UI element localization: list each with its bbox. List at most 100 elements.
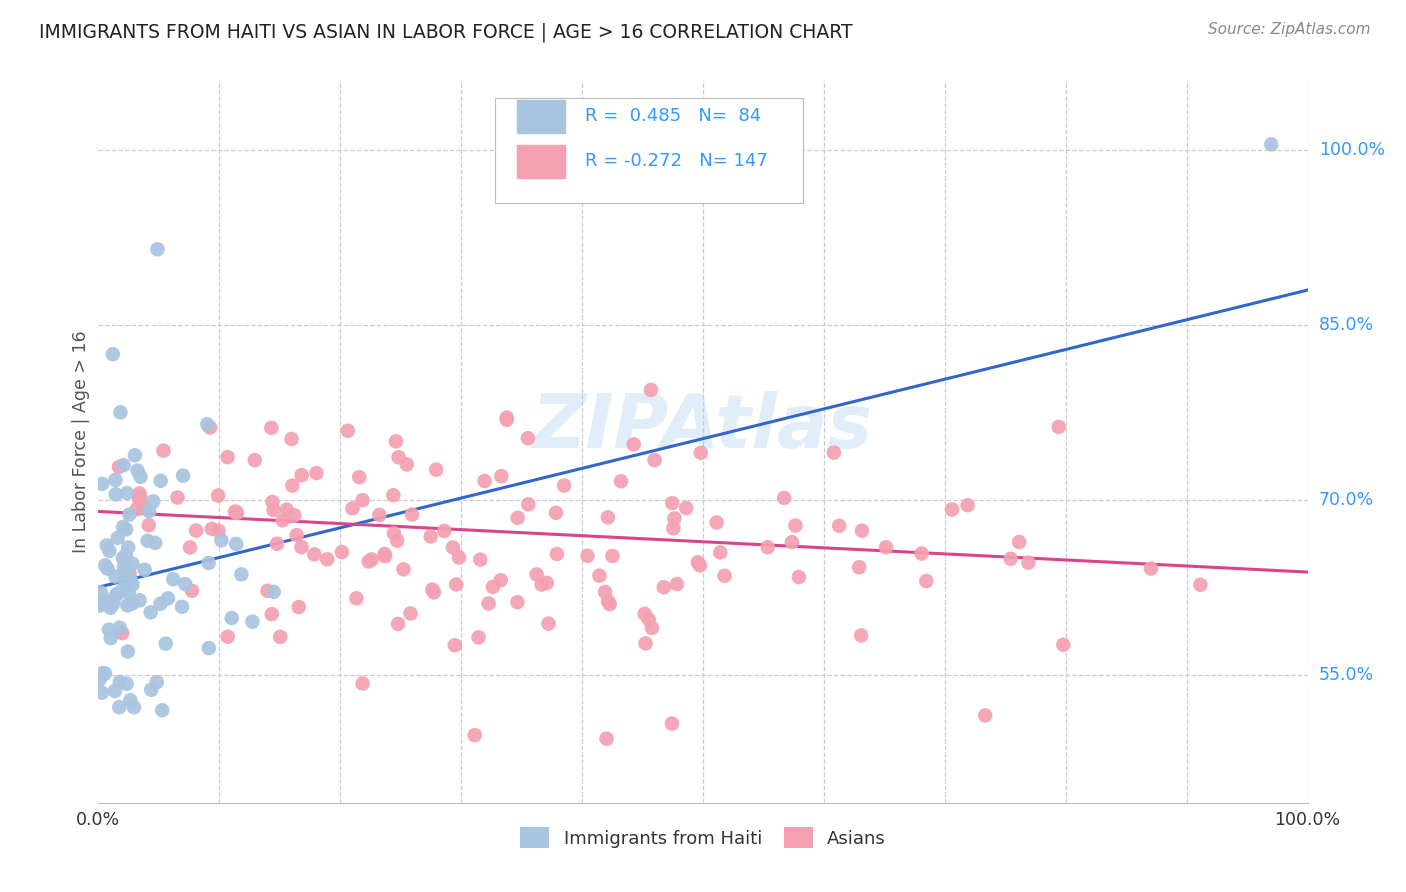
Point	[98, 544, 121, 558]
Point	[263, 503, 285, 517]
Point	[266, 537, 288, 551]
Point	[530, 577, 553, 591]
Point	[96, 539, 118, 553]
Point	[89, 599, 111, 613]
Point	[588, 568, 610, 582]
Point	[828, 518, 851, 533]
Point	[291, 468, 314, 483]
Point	[516, 431, 538, 445]
Point	[374, 549, 396, 564]
Point	[90, 686, 112, 700]
Point	[875, 541, 897, 555]
Point	[640, 383, 662, 397]
Point	[117, 541, 139, 555]
Point	[283, 508, 305, 523]
Point	[209, 533, 232, 548]
Point	[134, 563, 156, 577]
Point	[243, 453, 266, 467]
Point	[127, 464, 149, 478]
Point	[101, 347, 124, 361]
Point	[108, 459, 131, 474]
Point	[112, 559, 135, 574]
Point	[441, 541, 464, 555]
Point	[506, 511, 529, 525]
Point	[662, 521, 685, 535]
Point	[256, 583, 278, 598]
Point	[104, 569, 127, 583]
Point	[941, 502, 963, 516]
Point	[482, 580, 505, 594]
Point	[217, 630, 239, 644]
Point	[136, 533, 159, 548]
Point	[120, 573, 142, 587]
Point	[115, 566, 138, 580]
Point	[105, 587, 128, 601]
Point	[689, 558, 711, 573]
Text: 100.0%: 100.0%	[1319, 141, 1385, 159]
Point	[756, 540, 779, 554]
Point	[623, 437, 645, 451]
Point	[152, 443, 174, 458]
Point	[149, 474, 172, 488]
Point	[425, 463, 447, 477]
Point	[537, 616, 560, 631]
Point	[849, 628, 872, 642]
Point	[231, 567, 253, 582]
Point	[108, 675, 131, 690]
Point	[110, 405, 132, 419]
Point	[263, 585, 285, 599]
Point	[447, 550, 470, 565]
FancyBboxPatch shape	[495, 98, 803, 203]
Point	[225, 505, 247, 519]
Point	[128, 593, 150, 607]
Point	[1000, 551, 1022, 566]
Point	[641, 621, 664, 635]
Point	[546, 547, 568, 561]
Point	[100, 600, 122, 615]
Point	[141, 682, 163, 697]
Point	[287, 600, 309, 615]
Point	[316, 552, 339, 566]
Point	[851, 524, 873, 538]
Point	[593, 585, 616, 599]
Point	[1008, 535, 1031, 549]
Point	[637, 613, 659, 627]
Point	[489, 573, 512, 587]
Point	[709, 545, 731, 559]
Point	[108, 621, 131, 635]
Point	[787, 570, 810, 584]
Point	[399, 607, 422, 621]
Point	[382, 526, 405, 541]
Point	[104, 684, 127, 698]
Point	[156, 591, 179, 606]
Point	[114, 549, 136, 563]
Point	[114, 572, 136, 586]
Point	[385, 533, 408, 548]
Point	[89, 673, 111, 687]
Point	[661, 496, 683, 510]
Point	[198, 641, 221, 656]
Point	[423, 585, 446, 599]
Point	[652, 580, 675, 594]
Point	[1017, 556, 1039, 570]
Point	[91, 666, 114, 681]
Point	[207, 524, 229, 538]
Point	[129, 491, 152, 505]
Point	[526, 567, 548, 582]
Point	[162, 572, 184, 586]
Text: 85.0%: 85.0%	[1319, 316, 1374, 334]
Point	[422, 582, 444, 597]
Point	[785, 518, 807, 533]
Point	[387, 450, 409, 465]
Point	[195, 417, 218, 432]
Point	[142, 494, 165, 508]
Bar	[517, 100, 565, 133]
Point	[644, 453, 666, 467]
Point	[94, 666, 117, 681]
Point	[357, 554, 380, 568]
Point	[94, 558, 117, 573]
Point	[1189, 578, 1212, 592]
Point	[689, 446, 711, 460]
Point	[121, 577, 143, 591]
Point	[170, 599, 193, 614]
